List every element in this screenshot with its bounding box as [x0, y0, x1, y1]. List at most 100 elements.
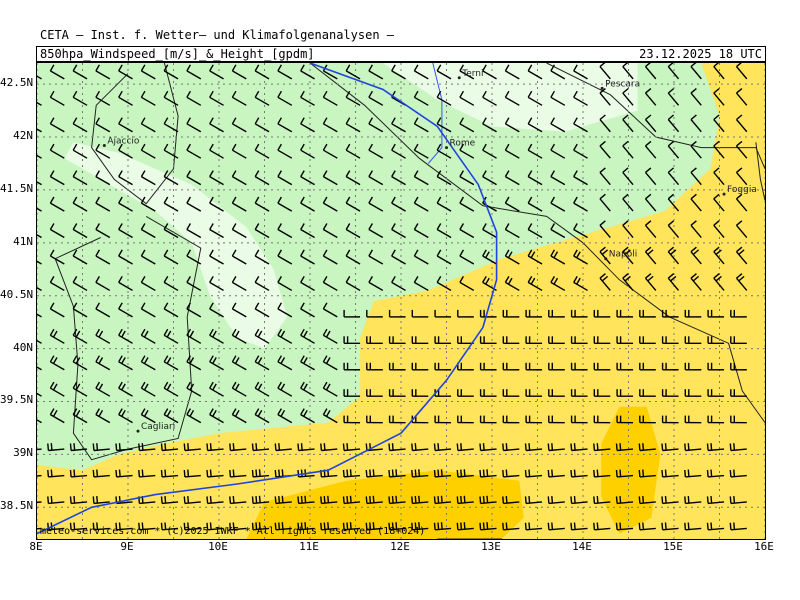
wind-barb	[37, 419, 42, 424]
longitude-tick-label: 12E	[390, 540, 410, 553]
wind-barb	[482, 223, 497, 239]
wind-barb	[231, 328, 247, 344]
wind-barb	[638, 496, 656, 505]
wind-barb	[345, 143, 361, 159]
wind-barb	[527, 276, 543, 292]
wind-barb	[639, 415, 656, 424]
wind-barb	[160, 469, 179, 478]
chart-title: CETA – Inst. f. Wetter– und Klimafolgena…	[40, 28, 395, 42]
wind-barb	[433, 443, 452, 452]
wind-barb	[644, 193, 657, 212]
wind-barb	[231, 90, 247, 106]
wind-barb	[342, 443, 361, 452]
wind-barb	[599, 273, 611, 291]
wind-barb	[37, 527, 42, 530]
wind-barb	[573, 117, 588, 133]
wind-barb	[37, 501, 42, 504]
wind-barb	[300, 223, 315, 239]
wind-barb	[92, 496, 110, 505]
city-foggia: Foggia	[722, 185, 757, 196]
wind-barb	[297, 469, 315, 478]
wind-barb	[482, 117, 497, 133]
wind-barb	[163, 196, 179, 212]
city-cagliari: Cagliari	[136, 422, 175, 433]
wind-barb	[72, 90, 88, 106]
wind-barb	[707, 309, 725, 318]
wind-barb	[343, 362, 361, 371]
wind-barb	[550, 64, 566, 80]
wind-barb	[72, 355, 88, 371]
wind-barb	[459, 249, 475, 265]
longitude-tick-label: 10E	[208, 540, 228, 553]
wind-barb	[690, 114, 702, 133]
wind-barb	[456, 469, 474, 478]
wind-barb	[49, 381, 65, 397]
wind-barb	[92, 443, 110, 452]
wind-barb	[388, 443, 406, 452]
wind-barb	[638, 443, 656, 452]
wind-barb	[459, 170, 475, 186]
wind-barb	[548, 415, 565, 424]
wind-barb	[118, 276, 133, 292]
wind-barb	[615, 522, 634, 531]
wind-barb	[254, 276, 270, 292]
wind-barb	[49, 223, 65, 239]
wind-barb	[37, 286, 42, 292]
wind-barb	[391, 223, 406, 239]
wind-barb	[118, 328, 133, 344]
wind-barb	[118, 381, 133, 397]
wind-barb	[391, 196, 406, 212]
wind-barb	[140, 302, 156, 318]
wind-barb	[661, 415, 679, 424]
wind-barb	[502, 443, 520, 452]
wind-barb	[37, 75, 42, 80]
wind-barb	[140, 249, 156, 265]
wind-barb	[163, 355, 179, 371]
wind-barb	[482, 64, 497, 80]
wind-barb	[616, 415, 634, 424]
wind-barb	[504, 143, 520, 159]
wind-barb	[690, 140, 702, 159]
wind-barb	[525, 389, 543, 397]
wind-barb	[95, 223, 111, 239]
wind-barb	[343, 336, 361, 345]
wind-barb	[593, 522, 611, 531]
wind-barb	[502, 415, 520, 424]
wind-barb	[622, 167, 634, 186]
wind-barb	[366, 309, 383, 318]
wind-barb	[735, 114, 748, 133]
wind-barb	[163, 381, 179, 397]
wind-barb	[706, 522, 725, 531]
wind-barb	[622, 88, 634, 106]
wind-barb	[277, 64, 293, 80]
wind-barb	[118, 90, 133, 106]
wind-barb	[644, 63, 657, 80]
wind-barb	[735, 220, 748, 238]
wind-barb	[49, 355, 65, 371]
wind-barb	[186, 302, 202, 318]
wind-barb	[163, 90, 179, 106]
wind-barb	[209, 117, 224, 133]
wind-barb	[138, 522, 156, 531]
latitude-tick-label: 40N	[13, 340, 33, 354]
wind-barb	[322, 381, 338, 397]
wind-barb	[459, 196, 475, 212]
wind-barb	[343, 309, 361, 318]
wind-barb	[504, 117, 520, 133]
wind-barb	[37, 448, 42, 451]
wind-barb	[667, 88, 680, 106]
wind-barb	[706, 443, 725, 452]
wind-barb	[231, 196, 247, 212]
wind-barb	[729, 522, 747, 531]
wind-barb	[433, 495, 452, 505]
wind-barb	[436, 196, 452, 212]
wind-barb	[436, 249, 452, 265]
wind-barb	[300, 302, 315, 318]
wind-barb	[274, 443, 292, 452]
wind-barb	[388, 336, 406, 345]
wind-barb	[573, 249, 588, 265]
wind-barb	[527, 90, 543, 106]
wind-barb	[667, 114, 680, 133]
wind-barb	[251, 495, 270, 505]
wind-barb	[186, 355, 202, 371]
